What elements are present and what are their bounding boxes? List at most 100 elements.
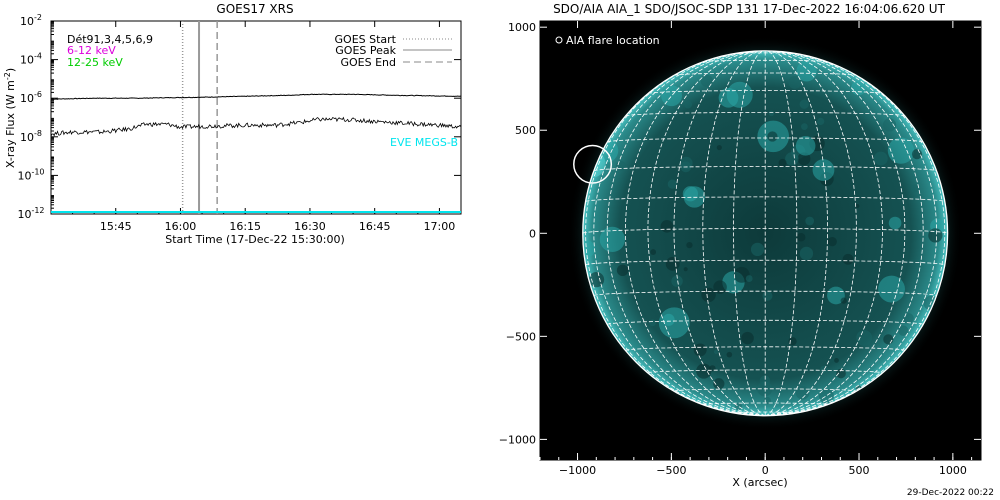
flare-legend-marker [555, 36, 563, 44]
goes-y-tick-label: 10-12 [17, 206, 44, 221]
latitude-line [733, 411, 798, 414]
legend-detectors: Dét91,3,4,5,6,9 [67, 33, 153, 46]
sun-texture-blob [582, 240, 596, 258]
aia-y-tick-label: 1000 [508, 21, 536, 34]
sun-texture-blob [660, 220, 674, 233]
footer-timestamp: 29-Dec-2022 00:22 [907, 488, 994, 498]
sun-texture-blob [713, 378, 725, 390]
goes-y-axis-label: X-ray Flux (W m-2) [3, 68, 17, 168]
sun-texture-blob [778, 158, 787, 167]
aia-image-panel: SDO/AIA AIA_1 SDO/JSOC-SDP 131 17-Dec-20… [499, 2, 982, 489]
goes-y-tick-label: 10-8 [20, 129, 42, 144]
aia-x-tick-label: 0 [762, 464, 769, 477]
goes-flux-series [50, 93, 462, 137]
sun-texture-blob [903, 313, 914, 324]
goes-x-tick-label: 16:45 [359, 220, 391, 233]
goes-event-lines [181, 21, 218, 214]
longitude-line [593, 50, 766, 416]
sun-texture-blob [750, 242, 765, 257]
sun-texture-blob [796, 233, 806, 242]
legend-goes-end: GOES End [340, 56, 396, 69]
longitude-line [765, 50, 906, 416]
sun-texture-blob [788, 337, 797, 346]
sun-texture-blob [897, 325, 909, 336]
longitude-line [765, 50, 924, 416]
longitude-line [765, 50, 857, 416]
sun-texture-blob [882, 118, 897, 132]
longitude-line [765, 50, 938, 416]
sun-texture-blob [799, 99, 810, 109]
sun-texture-blob [785, 152, 799, 166]
sun-texture-blob [911, 149, 923, 160]
aia-y-tick-label: 500 [515, 124, 536, 137]
sun-texture-blob [686, 242, 693, 249]
longitude-line [673, 50, 766, 416]
aia-image-title: SDO/AIA AIA_1 SDO/JSOC-SDP 131 17-Dec-20… [553, 2, 946, 16]
sun-texture-blob [842, 253, 854, 265]
goes-x-tick-label: 16:30 [294, 220, 326, 233]
longitude-line [733, 50, 766, 416]
sun-texture-blob [662, 313, 675, 326]
sun-texture-blob [679, 156, 693, 170]
longitude-line [702, 50, 766, 416]
goes-y-tick-label: 10-6 [20, 90, 42, 105]
sun-texture-blob [928, 228, 943, 243]
sun-texture-blob [805, 216, 815, 226]
goes-y-tick-label: 10-10 [17, 167, 44, 182]
longitude-line [625, 50, 766, 416]
aia-x-axis-label: X (arcsec) [732, 476, 787, 489]
goes-x-axis-label: Start Time (17-Dec-22 15:30:00) [165, 233, 345, 246]
longitude-line [647, 50, 766, 416]
sun-texture-blob [834, 358, 839, 363]
sun-texture-blob [768, 110, 775, 117]
sun-texture-blob [713, 349, 719, 355]
aia-x-tick-label: −1000 [559, 464, 596, 477]
flare-location-circle [573, 144, 613, 184]
sun-texture-blob [817, 117, 825, 126]
goes-xrs-chart: GOES17 XRS 15:45 16:00 16:15 16:30 16:45 17:0… [3, 2, 462, 246]
aia-y-tick-label: −1000 [499, 433, 536, 446]
longitude-line [765, 50, 829, 416]
sun-texture-blob [888, 216, 902, 230]
longitude-line [765, 50, 883, 416]
sun-texture-blob [840, 297, 847, 304]
sun-texture-blob [700, 74, 713, 87]
sun-texture-blob [693, 343, 707, 357]
sun-texture-blob [762, 290, 773, 301]
sun-texture-blob [588, 271, 605, 288]
sun-texture-blob [713, 280, 727, 294]
sun-texture-blob [696, 363, 712, 379]
sun-texture-blob [910, 184, 919, 193]
sun-texture-blob [716, 144, 722, 151]
goes-chart-title: GOES17 XRS [216, 2, 293, 16]
sun-texture-blob [851, 80, 867, 96]
sun-texture-blob [797, 152, 811, 166]
sun-texture-blob [726, 351, 733, 358]
solar-limb [582, 50, 949, 417]
sun-texture-blob [799, 246, 814, 261]
flare-legend-label: AIA flare location [566, 34, 660, 47]
legend-6-12kev: 6-12 keV [67, 44, 116, 57]
aia-x-tick-label: 1000 [939, 464, 967, 477]
goes-x-tick-label: 16:00 [165, 220, 197, 233]
sun-texture-blob [887, 137, 915, 164]
sun-texture-blob [616, 264, 629, 277]
sun-texture-blob [718, 87, 739, 108]
sun-texture-blob [795, 136, 816, 156]
aia-y-tick-label: 0 [529, 227, 536, 240]
sun-texture-blob [812, 159, 835, 181]
sun-texture-blob [682, 186, 699, 202]
sun-texture-blob [599, 226, 626, 253]
sun-texture-blob [650, 249, 657, 255]
aia-y-tick-label: −500 [506, 330, 536, 343]
sun-texture-blob [684, 100, 693, 109]
sun-texture-blob [873, 151, 888, 166]
sun-texture-blob [827, 237, 837, 247]
sun-texture-blob [883, 334, 894, 345]
legend-goes-peak: GOES Peak [335, 44, 396, 57]
sun-texture-blob [683, 267, 688, 272]
goes-flux-line [50, 93, 462, 100]
sun-texture-blob [827, 286, 845, 305]
sun-texture-blob [818, 388, 834, 404]
aia-x-tick-label: −500 [656, 464, 686, 477]
